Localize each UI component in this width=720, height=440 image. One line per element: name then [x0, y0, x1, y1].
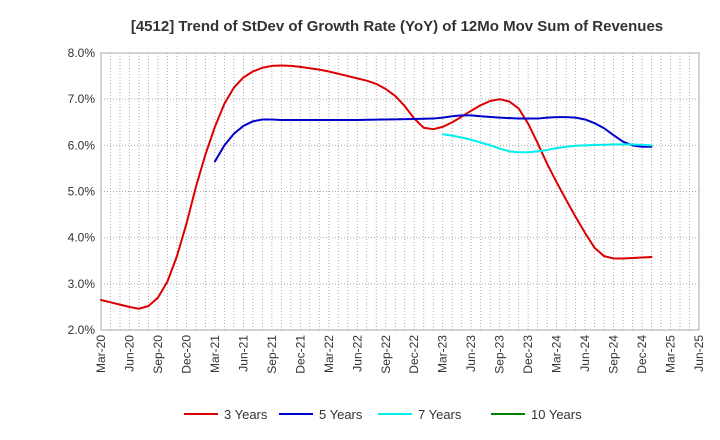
- series-line-5-years: [213, 114, 653, 163]
- y-tick-label: 7.0%: [68, 92, 96, 106]
- x-tick-label: Sep-20: [151, 335, 165, 374]
- series-line-3-years: [100, 64, 653, 310]
- legend-label-10-years: 10 Years: [531, 407, 582, 422]
- y-tick-label: 5.0%: [68, 185, 96, 199]
- legend-label-5-years: 5 Years: [319, 407, 363, 422]
- x-tick-label: Dec-21: [293, 335, 307, 374]
- x-axis-ticks: Mar-20 Jun-20 Sep-20 Dec-20 Mar-21 Jun-21 Sep-…: [94, 335, 706, 374]
- x-tick-label: Dec-24: [635, 335, 649, 374]
- x-tick-label: Mar-21: [208, 335, 222, 373]
- legend-label-3-years: 3 Years: [224, 407, 268, 422]
- legend: 3 Years 5 Years 7 Years 10 Years: [184, 407, 582, 422]
- x-tick-label: Jun-21: [236, 335, 250, 372]
- x-tick-label: Jun-23: [464, 335, 478, 372]
- x-tick-label: Jun-25: [692, 335, 706, 372]
- x-tick-label: Sep-23: [493, 335, 507, 374]
- x-tick-label: Sep-22: [379, 335, 393, 374]
- x-tick-label: Jun-22: [350, 335, 364, 372]
- y-tick-label: 6.0%: [68, 138, 96, 152]
- chart-title: [4512] Trend of StDev of Growth Rate (Yo…: [131, 18, 663, 35]
- series-line-7-years: [441, 133, 653, 154]
- x-tick-label: Mar-20: [94, 335, 108, 373]
- x-tick-label: Dec-23: [521, 335, 535, 374]
- x-tick-label: Dec-20: [179, 335, 193, 374]
- x-tick-label: Mar-24: [550, 335, 564, 373]
- y-tick-label: 3.0%: [68, 277, 96, 291]
- series-lines: [100, 64, 653, 310]
- x-tick-label: Sep-21: [265, 335, 279, 374]
- x-tick-label: Sep-24: [607, 335, 621, 374]
- y-tick-label: 2.0%: [68, 323, 96, 337]
- x-tick-label: Jun-20: [122, 335, 136, 372]
- x-tick-label: Mar-25: [664, 335, 678, 373]
- x-tick-label: Mar-22: [322, 335, 336, 373]
- legend-label-7-years: 7 Years: [418, 407, 462, 422]
- x-tick-label: Mar-23: [436, 335, 450, 373]
- plot-area: [100, 52, 700, 331]
- x-tick-label: Jun-24: [578, 335, 592, 372]
- y-axis-ticks: 2.0% 3.0% 4.0% 5.0% 6.0% 7.0% 8.0%: [68, 46, 96, 337]
- x-tick-label: Dec-22: [407, 335, 421, 374]
- y-tick-label: 4.0%: [68, 231, 96, 245]
- grid-lines: [101, 53, 699, 330]
- y-tick-label: 8.0%: [68, 46, 96, 60]
